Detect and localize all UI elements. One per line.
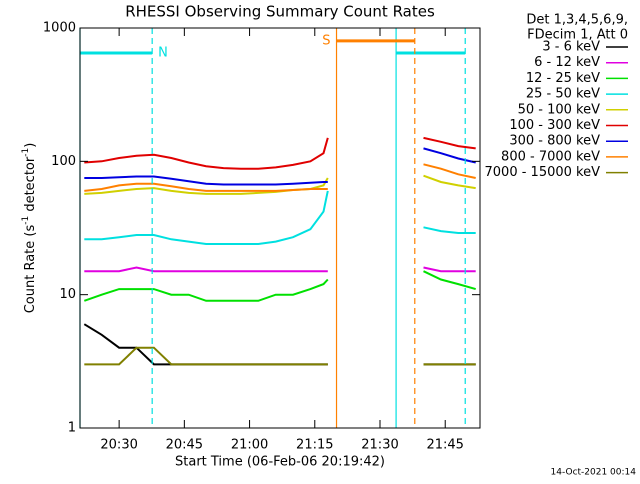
legend-label: 12 - 25 keV [526,71,600,86]
series-line [84,346,476,366]
x-tick-label: 21:30 [361,438,398,453]
x-tick-label: 21:00 [231,438,268,453]
series-line [84,190,476,245]
y-axis-label: Count Rate (s-1 detector-1) [21,143,38,314]
y-label-part: ) [23,143,38,148]
series-line [84,266,476,273]
legend-label: 800 - 7000 keV [501,149,600,164]
legend-label: 25 - 50 keV [526,87,600,102]
legend-label: 100 - 300 keV [509,118,600,133]
y-tick-label: 100 [51,154,76,169]
legend-label: 50 - 100 keV [518,102,601,117]
series-line [83,270,476,302]
legend-label: 3 - 6 keV [542,40,600,55]
x-tick-label: 20:45 [166,438,203,453]
x-tick-label: 21:15 [296,438,333,453]
footer: 14-Oct-2021 00:14 [551,468,637,478]
x-axis-label: Start Time (06-Feb-06 20:19:42) [175,455,385,470]
legend-header: Det 1,3,4,5,6,9, [526,13,628,28]
annotation-label: N [158,45,168,60]
series-line [84,147,476,186]
legend-label: 7000 - 15000 keV [485,165,601,180]
series-line [84,136,476,170]
chart-title: RHESSI Observing Summary Count Rates [125,3,435,21]
legend-header: FDecim 1, Att 0 [527,28,628,43]
legend-label: 300 - 800 keV [509,134,600,149]
y-label-sup: -1 [21,148,31,157]
y-label-part: detector [23,156,38,216]
y-label-sup: -1 [21,216,31,225]
y-tick-label: 10 [59,287,76,302]
plot-frame [79,27,481,429]
annotation-label: S [322,33,330,48]
series-line [84,163,476,192]
x-tick-label: 20:30 [100,438,137,453]
y-tick-label: 1000 [43,21,76,36]
y-tick-label: 1 [68,421,76,436]
y-label-part: Count Rate (s [23,225,38,314]
x-tick-label: 21:45 [426,438,463,453]
legend-label: 6 - 12 keV [534,55,600,70]
